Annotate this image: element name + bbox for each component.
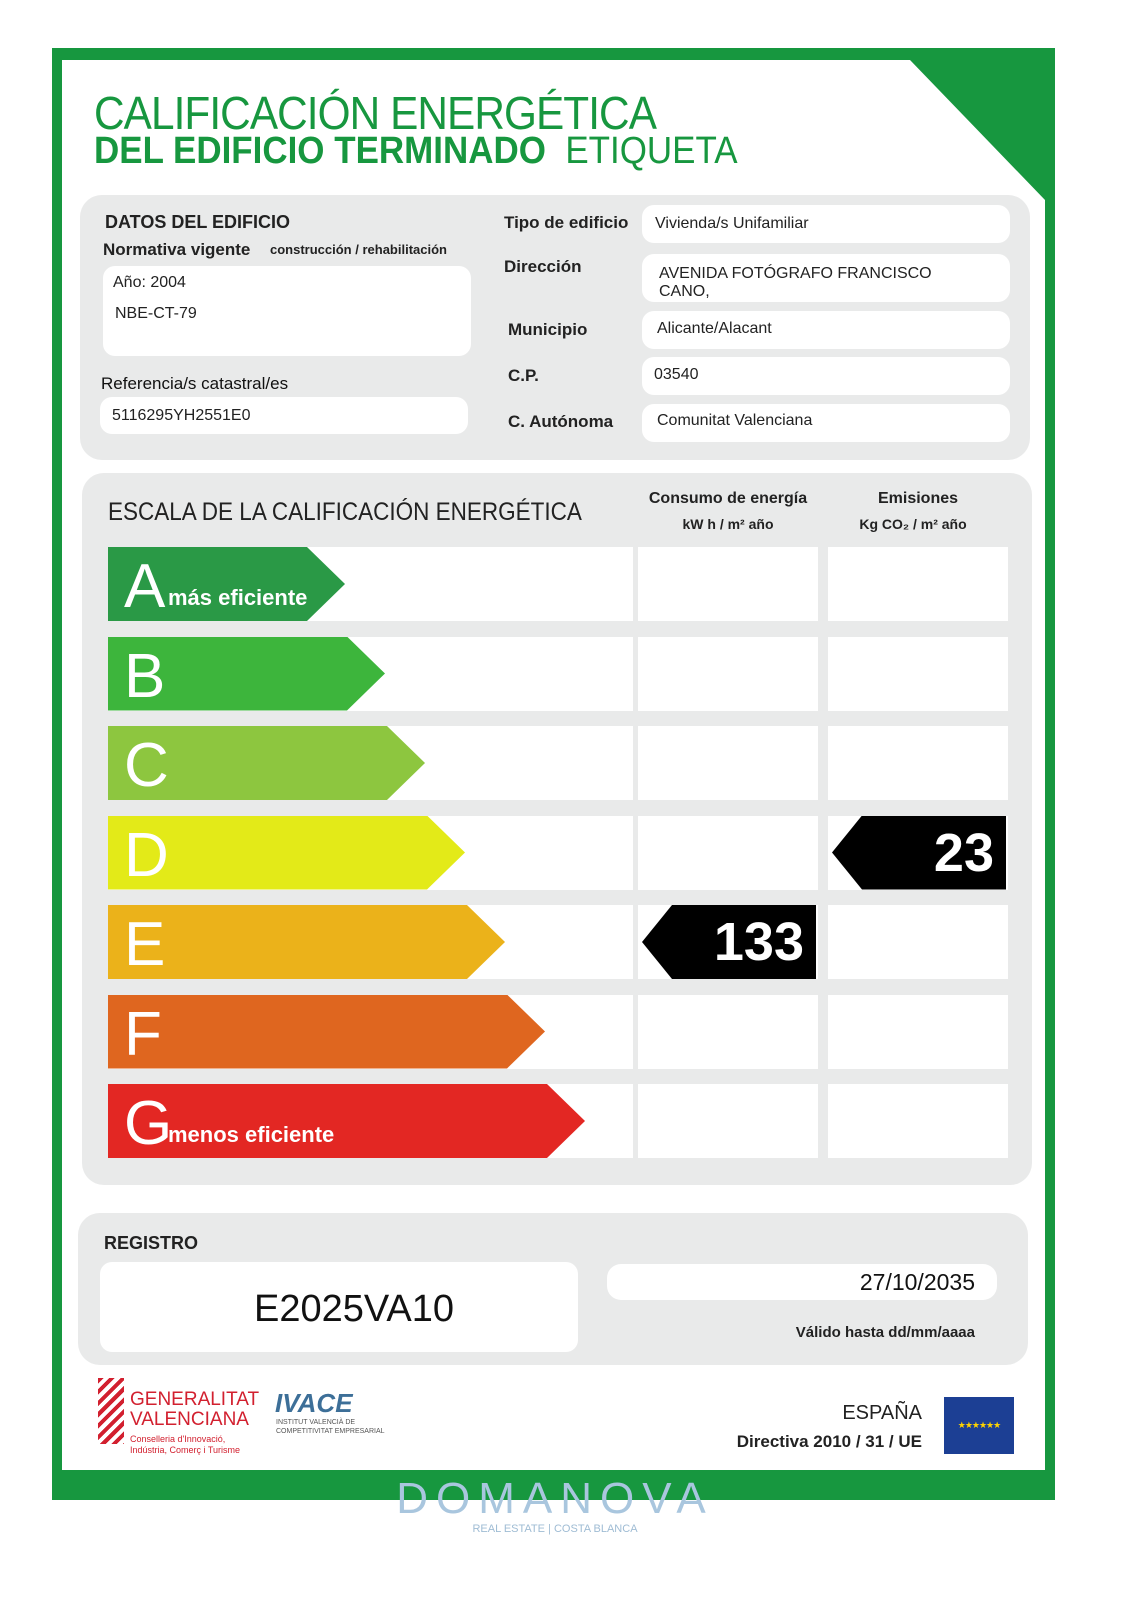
anio-value: Año: 2004 xyxy=(113,274,186,291)
dir-box xyxy=(642,254,1010,302)
norma-value: NBE-CT-79 xyxy=(115,305,197,322)
normativa-box xyxy=(103,266,471,356)
tipo-label: Tipo de edificio xyxy=(504,213,629,232)
directiva-label: Directiva 2010 / 31 / UE xyxy=(736,1432,922,1451)
class-letter: C xyxy=(124,731,169,800)
registro-box xyxy=(100,1262,578,1352)
class-letter: F xyxy=(124,999,162,1069)
fecha-box xyxy=(607,1264,997,1300)
gva-line2: VALENCIANA xyxy=(130,1409,249,1430)
registro-value: E2025VA10 xyxy=(254,1288,455,1330)
normativa-label: Normativa vigente xyxy=(103,240,251,259)
title-terminado: DEL EDIFICIO TERMINADO xyxy=(94,130,546,172)
dir-line2: CANO, xyxy=(659,283,710,300)
ca-label: C. Autónoma xyxy=(508,412,614,431)
datos-heading: DATOS DEL EDIFICIO xyxy=(105,212,291,232)
emisiones-cell-C xyxy=(828,726,1008,800)
class-row-D: D xyxy=(108,815,633,890)
class-arrow-B: B xyxy=(108,637,385,711)
class-letter: B xyxy=(124,641,166,711)
consumo-cell-A xyxy=(638,547,818,621)
emisiones-cell-G xyxy=(828,1084,1008,1158)
consumo-value-badge: 133 xyxy=(642,905,816,979)
class-letter: E xyxy=(124,910,166,979)
registro-label: REGISTRO xyxy=(104,1233,199,1253)
class-letter: A xyxy=(124,552,166,621)
title-etiqueta: ETIQUETA xyxy=(565,130,738,172)
class-letter: D xyxy=(124,820,169,890)
mun-box xyxy=(642,311,1010,349)
watermark-tagline: REAL ESTATE | COSTA BLANCA xyxy=(472,1523,638,1535)
class-row-E: E xyxy=(108,905,633,979)
valido-label: Válido hasta dd/mm/aaaa xyxy=(795,1324,975,1341)
ivace-logo: IVACE xyxy=(275,1388,353,1418)
emisiones-cell-A xyxy=(828,547,1008,621)
consumo-cell-C xyxy=(638,726,818,800)
class-arrow-E: E xyxy=(108,905,505,979)
ivace-sub2: COMPETITIVITAT EMPRESARIAL xyxy=(276,1428,385,1435)
cp-box xyxy=(642,357,1010,395)
ca-value: Comunitat Valenciana xyxy=(657,412,813,429)
mun-value: Alicante/Alacant xyxy=(657,320,772,337)
dir-line1: AVENIDA FOTÓGRAFO FRANCISCO xyxy=(659,265,932,282)
tipo-box xyxy=(642,205,1010,243)
title-line1: CALIFICACIÓN ENERGÉTICA xyxy=(94,87,657,139)
consumo-cell-B xyxy=(638,636,818,711)
consumo-cell-E: 133 xyxy=(638,905,818,979)
class-sublabel: menos eficiente xyxy=(168,1122,335,1147)
normativa-sub: construcción / rehabilitación xyxy=(270,242,447,257)
ref-label: Referencia/s catastral/es xyxy=(101,374,289,393)
consumo-unit: kW h / m² año xyxy=(682,516,774,532)
emisiones-cell-D: 23 xyxy=(828,815,1008,890)
class-letter: G xyxy=(124,1089,173,1158)
class-sublabel: más eficiente xyxy=(168,585,308,610)
consumo-cell-D xyxy=(638,815,818,890)
emisiones-cell-E xyxy=(828,905,1008,979)
class-row-F: F xyxy=(108,994,633,1069)
fecha-value: 27/10/2035 xyxy=(859,1269,975,1295)
mun-label: Municipio xyxy=(508,320,588,339)
dir-label: Dirección xyxy=(504,257,582,276)
gva-coat-of-arms-icon xyxy=(98,1378,124,1444)
emisiones-cell-B xyxy=(828,636,1008,711)
watermark-brand: DOMANOVA xyxy=(396,1474,714,1523)
gva-logo: GENERALITAT VALENCIANA Conselleria d'Innov… xyxy=(130,1390,259,1456)
gva-line3: Conselleria d'Innovació, xyxy=(130,1434,226,1444)
gva-line1: GENERALITAT xyxy=(130,1389,260,1410)
ref-box xyxy=(100,397,468,434)
consumo-label: Consumo de energía xyxy=(648,490,808,507)
ca-box xyxy=(642,404,1010,442)
emisiones-label: Emisiones xyxy=(877,490,959,507)
class-arrow-F: F xyxy=(108,995,545,1069)
pais-label: ESPAÑA xyxy=(842,1402,922,1424)
watermark-tag2: COSTA BLANCA xyxy=(553,1523,638,1535)
consumo-cell-G xyxy=(638,1084,818,1158)
cp-value: 03540 xyxy=(654,366,699,383)
class-arrow-D: D xyxy=(108,816,465,890)
dir-value: AVENIDA FOTÓGRAFO FRANCISCO CANO, xyxy=(659,265,932,301)
class-row-C: C xyxy=(108,726,633,800)
emisiones-cell-F xyxy=(828,994,1008,1069)
emisiones-value-badge: 23 xyxy=(832,815,1006,890)
emisiones-unit: Kg CO₂ / m² año xyxy=(859,516,967,532)
consumo-cell-F xyxy=(638,994,818,1069)
ref-value: 5116295YH2551E0 xyxy=(112,407,251,424)
class-arrow-C: C xyxy=(108,726,425,800)
class-row-B: B xyxy=(108,636,633,711)
escala-heading: ESCALA DE LA CALIFICACIÓN ENERGÉTICA xyxy=(108,498,582,526)
title-line2: DEL EDIFICIO TERMINADO ETIQUETA xyxy=(94,130,738,173)
cp-label: C.P. xyxy=(508,366,539,385)
tipo-value: Vivienda/s Unifamiliar xyxy=(655,215,809,232)
ivace-sub1: INSTITUT VALENCIÀ DE xyxy=(276,1419,356,1426)
gva-line4: Indústria, Comerç i Turisme xyxy=(130,1445,241,1455)
eu-flag-icon: ★★★★★★ xyxy=(944,1397,1014,1454)
ivace-sub: INSTITUT VALENCIÀ DE COMPETITIVITAT EMPRE… xyxy=(276,1418,385,1436)
watermark-tag1: REAL ESTATE xyxy=(472,1523,545,1535)
